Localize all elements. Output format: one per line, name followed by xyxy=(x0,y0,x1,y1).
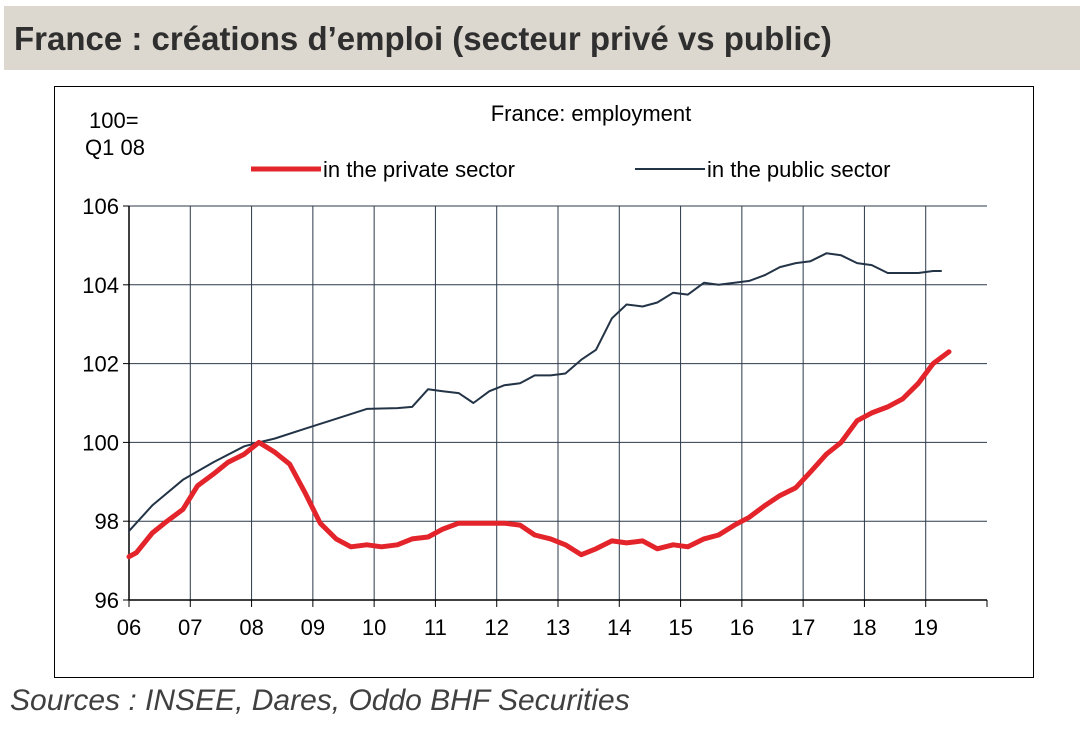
unit-label-line-1: 100= xyxy=(89,108,139,133)
y-tick-label: 106 xyxy=(82,194,119,219)
header-bar: France : créations d’emploi (secteur pri… xyxy=(4,6,1080,70)
x-tick-label: 06 xyxy=(117,615,141,640)
y-tick-label: 98 xyxy=(95,509,119,534)
x-tick-label: 17 xyxy=(791,615,815,640)
x-tick-label: 16 xyxy=(730,615,754,640)
y-tick-label: 96 xyxy=(95,588,119,613)
x-tick-label: 11 xyxy=(424,615,447,640)
y-tick-label: 102 xyxy=(82,352,119,377)
x-tick-label: 13 xyxy=(546,615,570,640)
y-tick-label: 104 xyxy=(82,273,119,298)
legend-label-public: in the public sector xyxy=(707,157,890,182)
unit-label-line-2: Q1 08 xyxy=(85,135,145,160)
private-sector-line xyxy=(126,349,952,560)
x-tick-label: 14 xyxy=(607,615,631,640)
chart-frame: 96 98 100 102 104 106 06 07 08 09 10 11 12 13 14 15 16 17… xyxy=(54,86,1034,678)
x-tick-label: 15 xyxy=(668,615,692,640)
x-tick-label: 09 xyxy=(301,615,325,640)
sources-note: Sources : INSEE, Dares, Oddo BHF Securit… xyxy=(10,684,630,717)
axis-layer: 96 98 100 102 104 106 06 07 08 09 10 11 12 13 14 15 16 17… xyxy=(82,194,988,640)
series-layer xyxy=(126,252,952,560)
public-sector-line xyxy=(128,252,942,533)
employment-line-chart: 96 98 100 102 104 106 06 07 08 09 10 11 12 13 14 15 16 17… xyxy=(82,101,988,640)
legend-label-private: in the private sector xyxy=(323,157,515,182)
x-tick-label: 18 xyxy=(852,615,876,640)
grid-layer xyxy=(129,205,987,601)
x-tick-label: 08 xyxy=(239,615,263,640)
text-layer: 100= Q1 08 France: employment in the pri… xyxy=(85,101,890,182)
y-tick-label: 100 xyxy=(82,430,119,455)
x-tick-label: 10 xyxy=(362,615,386,640)
x-tick-label: 07 xyxy=(178,615,202,640)
x-tick-label: 19 xyxy=(913,615,937,640)
chart-title: France: employment xyxy=(491,101,692,126)
x-tick-label: 12 xyxy=(484,615,508,640)
page-title: France : créations d’emploi (secteur pri… xyxy=(14,20,832,57)
